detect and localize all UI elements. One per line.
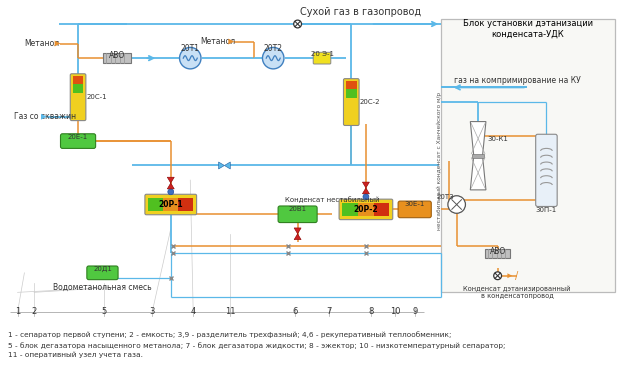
Polygon shape [362, 188, 370, 194]
Text: 20Р-2: 20Р-2 [353, 205, 378, 214]
Text: Блок установки дэтанизации
конденсата-УДК: Блок установки дэтанизации конденсата-УД… [463, 19, 593, 38]
Polygon shape [167, 183, 174, 189]
Text: АВО: АВО [490, 247, 506, 256]
Text: 30Е-1: 30Е-1 [404, 201, 425, 207]
Bar [343, 202, 358, 216]
Circle shape [448, 196, 465, 213]
FancyBboxPatch shape [61, 134, 95, 148]
Text: Конденсат нестабильный: Конденсат нестабильный [284, 196, 379, 203]
Bar [441, 19, 615, 292]
FancyBboxPatch shape [278, 206, 317, 223]
Text: 11: 11 [225, 307, 236, 316]
Text: АВО: АВО [109, 51, 125, 60]
Polygon shape [54, 41, 61, 47]
Text: 1: 1 [15, 307, 20, 316]
Polygon shape [362, 182, 370, 188]
Text: 20 Э-1: 20 Э-1 [310, 51, 334, 57]
Bar [104, 53, 131, 63]
Text: 20Т2: 20Т2 [264, 44, 283, 54]
Text: 20В1: 20В1 [289, 206, 307, 212]
Circle shape [168, 189, 174, 195]
Text: 20Р-1: 20Р-1 [159, 200, 183, 209]
Text: 2: 2 [32, 307, 37, 316]
Polygon shape [507, 273, 513, 278]
FancyBboxPatch shape [145, 194, 197, 215]
Text: Конденсат дэтанизированный
в конденсатопровод: Конденсат дэтанизированный в конденсатоп… [463, 286, 571, 299]
Text: Газ со скважин: Газ со скважин [14, 112, 76, 121]
Bar [73, 84, 83, 93]
Text: 3: 3 [150, 307, 155, 316]
Bar [346, 89, 356, 98]
Polygon shape [224, 162, 230, 169]
Text: 20С-2: 20С-2 [360, 99, 380, 105]
Polygon shape [167, 177, 174, 183]
Polygon shape [294, 228, 301, 234]
Circle shape [363, 194, 369, 200]
FancyBboxPatch shape [339, 199, 392, 220]
FancyBboxPatch shape [398, 201, 431, 218]
Text: газ на компримирование на КУ: газ на компримирование на КУ [454, 76, 581, 85]
Text: 9: 9 [412, 307, 417, 316]
Bar [346, 81, 356, 89]
Bar [471, 154, 485, 158]
Polygon shape [41, 114, 47, 120]
FancyBboxPatch shape [87, 266, 118, 280]
Text: 20С-1: 20С-1 [87, 94, 107, 100]
Bar [73, 76, 83, 84]
Text: Сухой газ в газопровод: Сухой газ в газопровод [300, 7, 422, 17]
FancyBboxPatch shape [343, 79, 359, 125]
Text: нестабильный конденсат с Ханчейского м/р: нестабильный конденсат с Ханчейского м/р [437, 91, 442, 230]
Circle shape [294, 20, 301, 28]
Bar [149, 198, 163, 211]
Text: 8: 8 [368, 307, 374, 316]
FancyBboxPatch shape [70, 74, 86, 121]
FancyBboxPatch shape [536, 134, 557, 206]
Polygon shape [219, 162, 224, 169]
Polygon shape [228, 38, 234, 44]
Bar [485, 249, 510, 258]
Text: 4: 4 [191, 307, 196, 316]
Polygon shape [294, 234, 301, 240]
Polygon shape [470, 122, 486, 156]
Text: 30-К1: 30-К1 [488, 136, 509, 142]
FancyBboxPatch shape [313, 52, 331, 64]
Text: 20Т1: 20Т1 [181, 44, 200, 54]
Text: 6: 6 [292, 307, 298, 316]
Circle shape [179, 47, 201, 69]
Circle shape [494, 272, 502, 280]
Text: 7: 7 [326, 307, 332, 316]
Bar [374, 202, 389, 216]
Text: 30П-1: 30П-1 [536, 208, 557, 213]
Text: /: / [515, 271, 518, 281]
Bar [358, 202, 374, 216]
Text: 1 - сепаратор первой ступени; 2 - емкость; 3,9 - разделитель трехфазный; 4,6 - р: 1 - сепаратор первой ступени; 2 - емкост… [8, 332, 505, 358]
Text: 20Д1: 20Д1 [93, 266, 112, 272]
Text: Метанол: Метанол [25, 39, 59, 48]
Polygon shape [470, 156, 486, 190]
Bar [178, 198, 193, 211]
Text: Водометанольная смесь: Водометанольная смесь [53, 283, 152, 292]
Text: 10: 10 [390, 307, 401, 316]
Text: 20Т3: 20Т3 [436, 194, 454, 200]
Text: 5: 5 [102, 307, 107, 316]
Text: Метанол: Метанол [200, 37, 235, 46]
Circle shape [262, 47, 284, 69]
Text: 20Е-1: 20Е-1 [68, 134, 88, 140]
Bar [163, 198, 178, 211]
